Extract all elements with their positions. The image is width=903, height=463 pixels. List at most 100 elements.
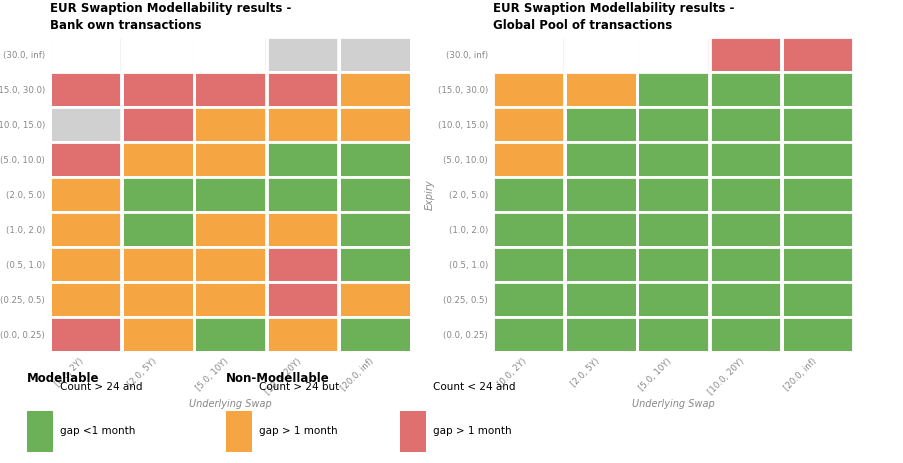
- Bar: [268, 73, 337, 106]
- Bar: [494, 318, 563, 351]
- Bar: [196, 248, 265, 281]
- Bar: [340, 318, 409, 351]
- Bar: [340, 73, 409, 106]
- Bar: [638, 38, 707, 71]
- Bar: [399, 411, 425, 452]
- Bar: [566, 318, 635, 351]
- Bar: [196, 143, 265, 176]
- Bar: [51, 318, 120, 351]
- Bar: [268, 213, 337, 246]
- Bar: [340, 283, 409, 316]
- Text: Non-Modellable: Non-Modellable: [226, 372, 330, 385]
- Bar: [711, 143, 779, 176]
- Bar: [27, 411, 52, 452]
- Bar: [783, 283, 852, 316]
- Bar: [638, 108, 707, 141]
- Bar: [566, 248, 635, 281]
- Bar: [196, 38, 265, 71]
- Bar: [196, 283, 265, 316]
- Bar: [340, 178, 409, 211]
- Bar: [638, 248, 707, 281]
- Bar: [268, 248, 337, 281]
- Text: EUR Swaption Modellability results -
Bank own transactions: EUR Swaption Modellability results - Ban…: [50, 2, 291, 31]
- Bar: [494, 248, 563, 281]
- Text: Modellable: Modellable: [27, 372, 99, 385]
- Bar: [566, 283, 635, 316]
- Bar: [711, 178, 779, 211]
- Text: gap > 1 month: gap > 1 month: [259, 426, 338, 436]
- Bar: [783, 73, 852, 106]
- Bar: [711, 318, 779, 351]
- Bar: [711, 73, 779, 106]
- Bar: [51, 73, 120, 106]
- Bar: [340, 248, 409, 281]
- Bar: [124, 318, 192, 351]
- Bar: [51, 143, 120, 176]
- Bar: [196, 213, 265, 246]
- Bar: [124, 283, 192, 316]
- Bar: [124, 178, 192, 211]
- Bar: [340, 108, 409, 141]
- Bar: [340, 143, 409, 176]
- Bar: [783, 38, 852, 71]
- Bar: [124, 108, 192, 141]
- Bar: [268, 38, 337, 71]
- Text: EUR Swaption Modellability results -
Global Pool of transactions: EUR Swaption Modellability results - Glo…: [492, 2, 733, 31]
- Bar: [783, 108, 852, 141]
- Bar: [494, 108, 563, 141]
- Bar: [51, 178, 120, 211]
- Bar: [51, 213, 120, 246]
- Bar: [711, 38, 779, 71]
- Bar: [124, 143, 192, 176]
- Bar: [711, 248, 779, 281]
- Bar: [638, 283, 707, 316]
- Bar: [638, 178, 707, 211]
- Bar: [494, 143, 563, 176]
- Bar: [196, 108, 265, 141]
- Bar: [494, 178, 563, 211]
- Bar: [268, 318, 337, 351]
- Bar: [494, 73, 563, 106]
- Text: Count < 24 and: Count < 24 and: [433, 382, 515, 392]
- Bar: [494, 38, 563, 71]
- Bar: [494, 213, 563, 246]
- Bar: [566, 178, 635, 211]
- Bar: [196, 318, 265, 351]
- Bar: [124, 73, 192, 106]
- Bar: [51, 248, 120, 281]
- Bar: [783, 143, 852, 176]
- Bar: [783, 178, 852, 211]
- Text: gap <1 month: gap <1 month: [60, 426, 135, 436]
- Bar: [51, 108, 120, 141]
- Bar: [268, 283, 337, 316]
- Text: Count > 24 but: Count > 24 but: [259, 382, 340, 392]
- Bar: [268, 143, 337, 176]
- Bar: [124, 248, 192, 281]
- Bar: [638, 213, 707, 246]
- Bar: [226, 411, 252, 452]
- Bar: [566, 213, 635, 246]
- Bar: [566, 73, 635, 106]
- Bar: [711, 283, 779, 316]
- X-axis label: Underlying Swap: Underlying Swap: [189, 400, 272, 409]
- Bar: [340, 213, 409, 246]
- Bar: [196, 178, 265, 211]
- Bar: [268, 108, 337, 141]
- Bar: [638, 318, 707, 351]
- Bar: [638, 143, 707, 176]
- Text: Count > 24 and: Count > 24 and: [60, 382, 142, 392]
- Bar: [124, 213, 192, 246]
- Bar: [494, 283, 563, 316]
- Bar: [51, 283, 120, 316]
- Bar: [340, 38, 409, 71]
- Bar: [783, 213, 852, 246]
- Bar: [196, 73, 265, 106]
- Bar: [566, 108, 635, 141]
- Bar: [566, 38, 635, 71]
- X-axis label: Underlying Swap: Underlying Swap: [631, 400, 714, 409]
- Y-axis label: Expiry: Expiry: [424, 179, 434, 210]
- Text: gap > 1 month: gap > 1 month: [433, 426, 511, 436]
- Bar: [711, 213, 779, 246]
- Bar: [711, 108, 779, 141]
- Bar: [124, 38, 192, 71]
